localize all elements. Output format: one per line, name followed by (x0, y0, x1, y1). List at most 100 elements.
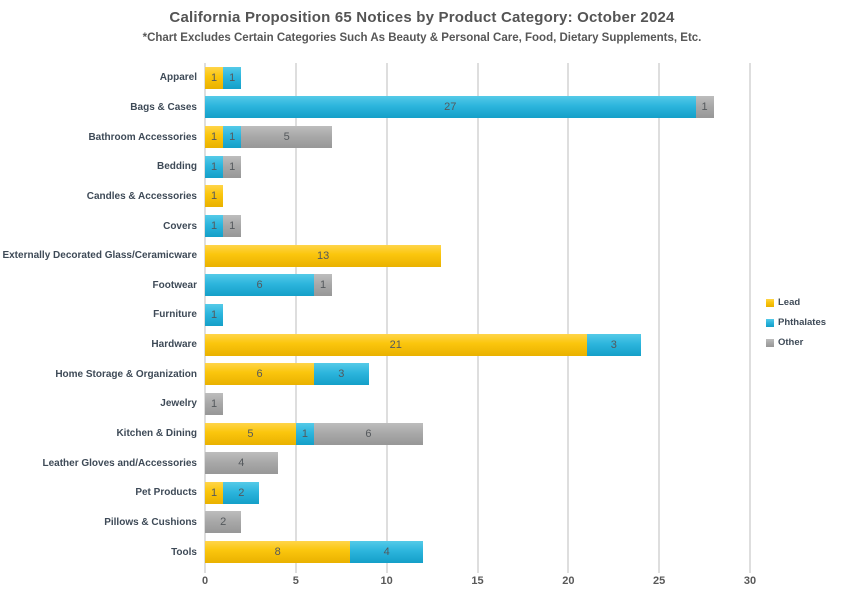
bar-stack: 13 (205, 244, 750, 267)
bar-value-label: 3 (338, 368, 345, 381)
bar-segment-lead: 21 (205, 333, 587, 356)
category-row: Furniture 1 (153, 300, 750, 330)
x-tick-mark (204, 567, 206, 573)
category-row: Kitchen & Dining 5 1 6 (116, 419, 750, 449)
bar-segment-phthalates: 1 (205, 303, 224, 326)
category-row: Covers 1 1 (163, 211, 750, 241)
bar-segment-other: 1 (223, 155, 242, 178)
bar-segment-phthalates: 6 (205, 274, 314, 297)
bar-rows: Apparel 1 1 Bags & Cases 27 1 Bathroom Accesso… (2, 63, 750, 567)
bar-value-label: 4 (383, 546, 390, 559)
x-tick-mark (476, 567, 479, 573)
bar-value-label: 5 (283, 131, 290, 144)
bar-value-label: 1 (211, 308, 218, 321)
bar-value-label: 27 (444, 101, 457, 114)
legend-item-lead: Lead (766, 296, 826, 309)
category-label: Footwear (152, 279, 197, 291)
bar-segment-other: 1 (205, 392, 224, 415)
bar-value-label: 2 (238, 486, 245, 499)
x-tick-mark (567, 567, 570, 573)
category-row: Pet Products 1 2 (135, 478, 750, 508)
category-label: Kitchen & Dining (116, 428, 197, 439)
bar-value-label: 6 (256, 279, 263, 292)
legend-swatch-other (766, 338, 774, 347)
bar-stack: 4 (205, 452, 750, 475)
bar-segment-other: 6 (313, 422, 423, 445)
bar-segment-lead: 5 (205, 422, 296, 445)
legend-label: Lead (778, 297, 801, 308)
legend-swatch-lead (766, 298, 774, 307)
x-tick-mark (385, 567, 388, 573)
bar-segment-lead: 6 (205, 363, 314, 386)
x-tick-mark (658, 567, 661, 573)
gridline (476, 63, 479, 567)
category-row: Leather Gloves and/Accessories 4 (42, 448, 750, 478)
category-row: Externally Decorated Glass/Ceramicware 13 (2, 241, 750, 271)
category-label: Covers (163, 220, 197, 232)
category-label: Home Storage & Organization (55, 368, 197, 380)
bar-value-label: 1 (229, 160, 236, 173)
bar-value-label: 1 (211, 160, 218, 173)
legend: Lead Phthalates Other (766, 296, 826, 356)
category-label: Tools (171, 546, 197, 558)
gridline (294, 63, 297, 567)
bar-value-label: 3 (610, 338, 617, 351)
legend-item-other: Other (766, 336, 826, 349)
bar-segment-other: 5 (241, 126, 333, 149)
x-tick-label: 30 (743, 575, 757, 587)
category-row: Bags & Cases 27 1 (130, 93, 750, 123)
bar-stack: 27 1 (205, 96, 750, 119)
bar-segment-other: 1 (314, 274, 333, 297)
bar-segment-phthalates: 1 (205, 155, 224, 178)
bar-segment-lead: 8 (205, 541, 351, 564)
bar-stack: 1 (205, 303, 750, 326)
bar-value-label: 1 (320, 279, 327, 292)
bar-value-label: 1 (211, 220, 218, 233)
bar-segment-phthalates: 3 (314, 363, 369, 386)
gridline (658, 63, 661, 567)
x-tick-label: 5 (292, 575, 299, 587)
bar-value-label: 1 (211, 71, 218, 84)
bar-value-label: 1 (701, 101, 708, 114)
category-row: Footwear 6 1 (153, 270, 750, 300)
category-label: Bedding (157, 161, 197, 173)
gridline (385, 63, 388, 567)
bar-value-label: 5 (247, 427, 254, 440)
x-tick-label: 15 (471, 575, 484, 587)
category-label: Pillows & Cushions (104, 516, 197, 528)
category-row: Bedding 1 1 (157, 152, 750, 182)
gridline (567, 63, 570, 567)
category-label: Candles & Accessories (86, 190, 197, 202)
bar-segment-lead: 1 (205, 126, 224, 149)
category-row: Pillows & Cushions 2 (104, 508, 750, 538)
bar-value-label: 1 (229, 220, 236, 233)
bar-stack: 1 (205, 392, 750, 415)
category-row: Hardware 21 3 (151, 330, 750, 360)
bar-stack: 2 (205, 511, 750, 534)
bar-value-label: 6 (256, 368, 263, 381)
bar-value-label: 1 (211, 190, 218, 203)
x-tick-mark (294, 567, 297, 573)
category-label: Apparel (159, 72, 197, 84)
bar-segment-phthalates: 4 (350, 541, 423, 564)
category-label: Leather Gloves and/Accessories (42, 457, 197, 469)
category-label: Jewelry (160, 398, 197, 410)
legend-swatch-phthalates (766, 318, 774, 327)
bar-segment-phthalates: 1 (295, 422, 314, 445)
x-tick-label: 25 (653, 575, 666, 587)
bar-value-label: 4 (238, 457, 245, 470)
bar-segment-phthalates: 2 (223, 481, 260, 504)
x-tick-label: 10 (380, 575, 393, 587)
legend-label: Other (778, 337, 804, 348)
bar-value-label: 1 (211, 131, 218, 144)
bar-value-label: 8 (274, 546, 281, 559)
bar-segment-phthalates: 27 (205, 96, 696, 119)
bar-stack: 5 1 6 (205, 422, 750, 445)
